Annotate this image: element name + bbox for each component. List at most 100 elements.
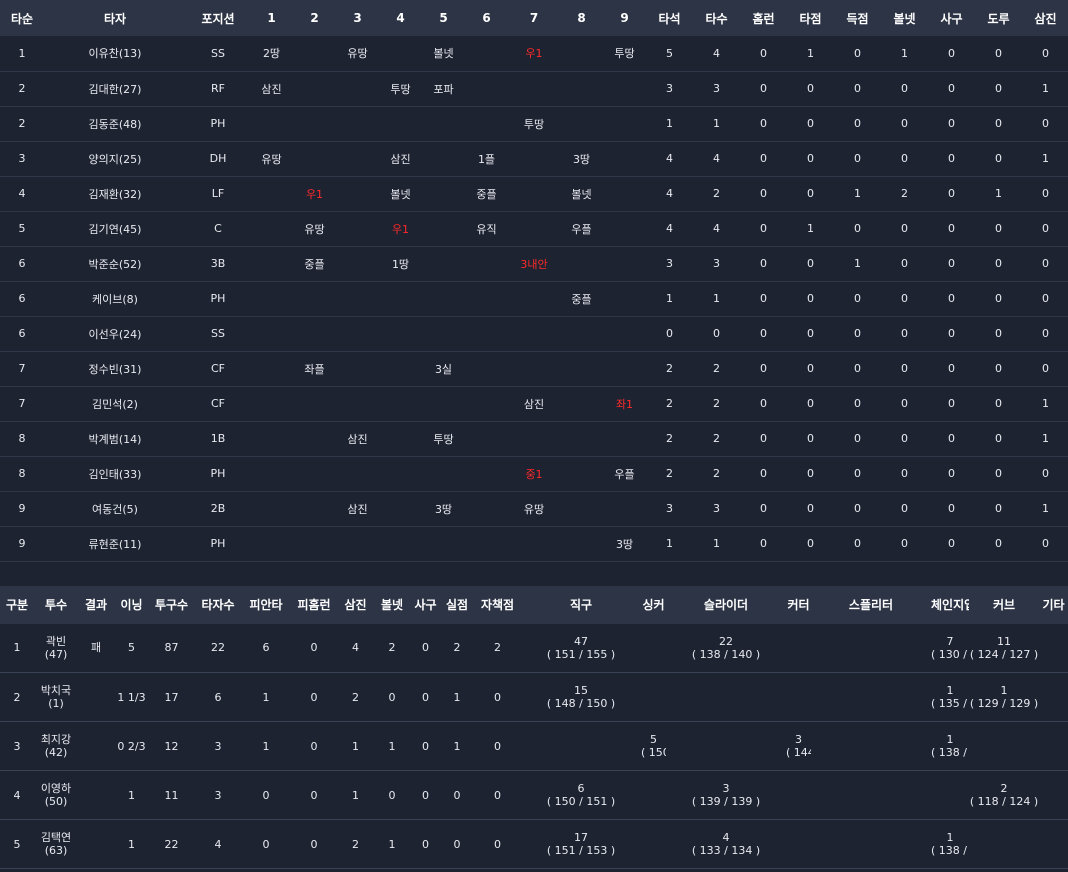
pitching-stat: 2 (453, 641, 461, 655)
batting-header-cell: 7 (529, 11, 539, 25)
batting-stat: 2 (713, 467, 720, 480)
batting-stat: 0 (1042, 187, 1049, 200)
inning-result: 2땅 (262, 47, 281, 61)
pitching-stat: 6 (262, 641, 270, 655)
inning-result: 좌플 (304, 362, 325, 376)
pitching-stat: 2 (352, 837, 359, 851)
batting-stat: 0 (995, 152, 1002, 165)
pitcher-order: 2 (13, 690, 21, 704)
inning-result (293, 316, 336, 351)
inning-result: 유땅 (523, 502, 545, 516)
inning-result (508, 526, 560, 561)
batter-position: 2B (210, 502, 226, 515)
pitcher-order: 4 (13, 788, 21, 802)
inning-result: 우플 (571, 222, 592, 236)
inning-result (379, 421, 422, 456)
batting-stat: 0 (901, 397, 908, 410)
batting-row: 2 김동준(48) PH 투땅 1 1 0 0 0 0 0 0 0 (0, 106, 1068, 141)
inning-result (508, 141, 560, 176)
batting-stat: 0 (995, 432, 1002, 445)
pitcher-number: (47) (44, 647, 68, 661)
batting-header-cell: 포지션 (201, 11, 235, 26)
batting-stat: 0 (948, 467, 955, 480)
batting-row: 4 김재환(32) LF 우1 볼넷 중플 볼넷 4 2 0 0 1 2 0 1 0 (0, 176, 1068, 211)
pitch-type-cell (1039, 722, 1068, 771)
batting-order: 6 (18, 292, 26, 305)
batter-name: 박계범(14) (88, 432, 142, 446)
batting-header-cell: 타점 (799, 11, 822, 26)
pitch-velocity: ( 138 / 140 ) (691, 647, 761, 661)
inning-result (422, 526, 465, 561)
pitching-stat: 0 (310, 641, 318, 655)
batting-order: 6 (18, 257, 26, 270)
batting-header-row: 타순 타자 포지션 1 2 3 4 5 6 7 8 9 타석 타수 홈런 타점 득점 볼넷 사구 도루 삼진 (0, 0, 1068, 36)
inning-result: 볼넷 (390, 187, 411, 201)
batting-stat: 0 (807, 397, 814, 410)
batter-name: 김민석(2) (92, 397, 138, 411)
batting-stat: 0 (760, 292, 767, 305)
inning-result (293, 281, 336, 316)
pitch-count: 3 (795, 733, 802, 746)
inning-result (250, 351, 293, 386)
batter-position: PH (210, 117, 226, 130)
inning-result (560, 71, 603, 106)
batting-stat: 0 (807, 152, 814, 165)
batting-stat: 0 (854, 502, 861, 515)
inning-result (560, 386, 603, 421)
batting-stat: 0 (901, 362, 908, 375)
batting-row: 8 박계범(14) 1B 삼진 투땅 2 2 0 0 0 0 0 0 1 (0, 421, 1068, 456)
inning-result: 3실 (434, 362, 453, 376)
inning-result (465, 491, 508, 526)
batting-order: 6 (18, 327, 26, 340)
batting-header-cell: 9 (620, 11, 629, 25)
batting-stat: 0 (995, 467, 1002, 480)
pitcher-order: 5 (13, 837, 21, 851)
pitching-stat: 1 (453, 739, 461, 753)
batting-stat: 1 (1042, 82, 1049, 95)
batting-order: 9 (18, 537, 26, 550)
inning-result: 투땅 (433, 432, 454, 446)
batting-stat: 2 (713, 432, 720, 445)
batting-header-cell: 2 (310, 11, 319, 25)
batting-header-cell: 타수 (705, 11, 728, 26)
pitching-header-cell: 슬라이더 (703, 598, 749, 612)
pitcher-name-cell: 최지강 (42) (34, 722, 78, 771)
pitching-stat: 11 (164, 788, 179, 802)
batting-stat: 0 (1042, 467, 1049, 480)
inning-result (293, 491, 336, 526)
pitch-type-cell (1039, 771, 1068, 820)
batting-stat: 2 (713, 362, 720, 375)
inning-result: 투땅 (390, 82, 411, 96)
pitching-stat: 22 (164, 837, 179, 851)
inning-result: 삼진 (261, 82, 282, 96)
pitch-count: 11 (997, 634, 1011, 648)
batter-name: 김기연(45) (88, 222, 142, 236)
pitching-header-cell: 싱커 (642, 598, 665, 612)
inning-result (422, 316, 465, 351)
pitching-stat: 22 (211, 641, 225, 655)
inning-result: 우1 (391, 222, 410, 236)
batting-row: 9 류현준(11) PH 3땅 1 1 0 0 0 0 0 0 0 (0, 526, 1068, 561)
pitch-type-cell (666, 722, 786, 771)
pitching-stat: 1 (388, 739, 396, 753)
batting-order: 3 (18, 152, 26, 165)
batting-stat: 0 (995, 327, 1002, 340)
batting-stat: 1 (1042, 397, 1049, 410)
inning-result (508, 351, 560, 386)
inning-result (465, 71, 508, 106)
inning-result: 투땅 (523, 117, 545, 131)
batting-row: 2 김대한(27) RF 삼진 투땅 포파 3 3 0 0 0 0 0 0 1 (0, 71, 1068, 106)
inning-result (336, 211, 379, 246)
inning-result (560, 351, 603, 386)
inning-result: 투땅 (614, 47, 635, 61)
pitch-velocity: ( 118 / 124 ) (969, 795, 1039, 808)
batter-position: 1B (210, 432, 226, 445)
batting-stat: 0 (807, 257, 814, 270)
inning-result (603, 71, 646, 106)
inning-result (508, 211, 560, 246)
batting-stat: 3 (713, 257, 720, 270)
pitching-stat: 0 2/3 (117, 739, 146, 753)
inning-result (603, 246, 646, 281)
pitch-velocity: ( 133 / 134 ) (691, 844, 761, 857)
inning-result: 볼넷 (571, 187, 592, 201)
